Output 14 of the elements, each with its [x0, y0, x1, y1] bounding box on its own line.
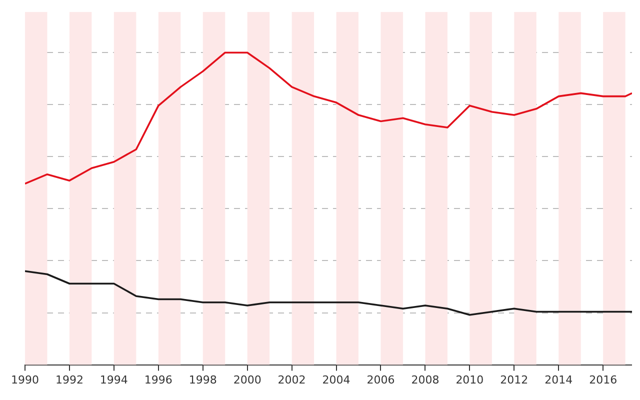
x-tick-label: 1998 — [188, 373, 217, 386]
x-tick-label: 2004 — [322, 373, 350, 386]
x-tick-label: 2012 — [500, 373, 528, 386]
x-tick-label: 1996 — [144, 373, 172, 386]
x-tick-label: 1990 — [10, 373, 39, 386]
x-tick-label: 1994 — [100, 373, 128, 386]
x-tick-label: 2010 — [456, 373, 484, 386]
x-tick-label: 1992 — [55, 373, 84, 386]
x-tick-label: 2006 — [366, 373, 395, 386]
x-tick-label: 2008 — [411, 373, 440, 386]
x-tick-label: 2002 — [278, 373, 306, 386]
x-tick-label: 2016 — [589, 373, 618, 386]
x-tick-label: 2014 — [544, 373, 573, 386]
x-tick-label: 2000 — [233, 373, 262, 386]
